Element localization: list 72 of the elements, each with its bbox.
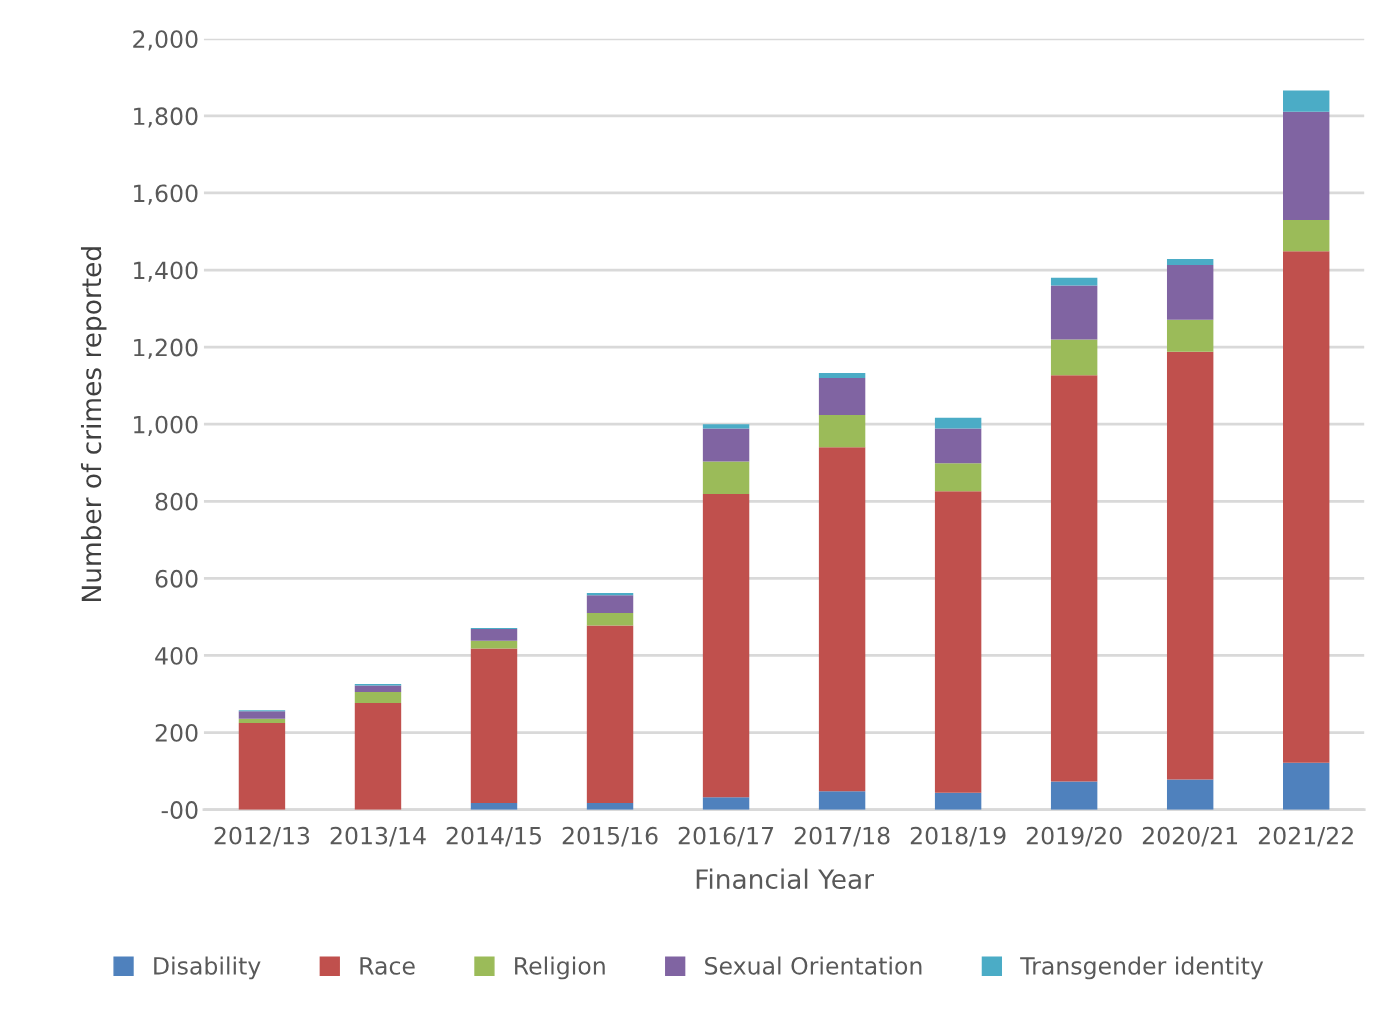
bar bbox=[1050, 277, 1098, 286]
bar bbox=[1166, 351, 1214, 780]
x-tick-label: 2020/21 bbox=[1142, 826, 1238, 847]
bar bbox=[1050, 285, 1098, 340]
bar bbox=[354, 685, 402, 693]
bar bbox=[470, 640, 518, 649]
bar bbox=[934, 428, 982, 464]
bar bbox=[818, 447, 866, 792]
bar bbox=[1050, 781, 1098, 810]
bar bbox=[354, 702, 402, 810]
bar bbox=[1283, 251, 1330, 763]
x-tick-label: 2021/22 bbox=[1258, 826, 1353, 847]
bar bbox=[470, 648, 518, 804]
legend-label: Sexual Orientation bbox=[705, 956, 922, 975]
y-tick-label: 800 bbox=[155, 492, 198, 511]
bar bbox=[934, 417, 982, 429]
bar bbox=[818, 791, 866, 810]
legend-label: Religion bbox=[515, 956, 605, 980]
bar bbox=[238, 718, 286, 723]
bar bbox=[702, 428, 750, 462]
bar bbox=[818, 377, 866, 415]
legend-label: Race bbox=[360, 957, 415, 975]
x-tick-label: 2016/17 bbox=[678, 826, 774, 847]
bar bbox=[1283, 90, 1330, 112]
legend-label: Transgender identity bbox=[1020, 956, 1264, 980]
x-tick-label: 2015/16 bbox=[562, 826, 658, 847]
bar bbox=[1283, 762, 1330, 810]
bar bbox=[702, 424, 750, 429]
bar bbox=[702, 461, 750, 494]
bar bbox=[1166, 319, 1214, 352]
x-tick-label: 2017/18 bbox=[794, 826, 890, 847]
bar bbox=[586, 625, 634, 804]
x-tick-label: 2012/13 bbox=[214, 826, 310, 847]
bar bbox=[586, 803, 634, 810]
x-tick-label: 2014/15 bbox=[446, 826, 541, 847]
y-axis-title: Number of crimes reported bbox=[80, 247, 107, 601]
y-tick-label: 400 bbox=[155, 646, 198, 665]
bar bbox=[354, 692, 402, 703]
y-tick-label: 1,600 bbox=[134, 184, 198, 205]
x-tick-label: 2013/14 bbox=[330, 826, 426, 847]
bar bbox=[934, 491, 982, 793]
bar bbox=[702, 493, 750, 798]
y-tick-label: 1,800 bbox=[134, 107, 198, 128]
y-tick-label: 1,000 bbox=[134, 415, 198, 436]
bar bbox=[818, 372, 866, 378]
bar bbox=[702, 797, 750, 810]
y-tick-label: 1,200 bbox=[134, 338, 198, 359]
bar bbox=[1283, 219, 1330, 252]
x-tick-label: 2018/19 bbox=[910, 826, 1006, 847]
bar bbox=[1050, 339, 1098, 376]
y-tick-label: 2,000 bbox=[133, 30, 198, 51]
y-tick-label: -00 bbox=[161, 801, 198, 819]
x-tick-label: 2019/20 bbox=[1026, 826, 1122, 847]
bar bbox=[818, 414, 866, 448]
y-tick-label: 200 bbox=[155, 724, 198, 742]
bar bbox=[1050, 375, 1098, 782]
bar bbox=[238, 711, 286, 719]
bar bbox=[1166, 258, 1214, 266]
y-tick-label: 1,400 bbox=[134, 261, 198, 282]
bar bbox=[934, 463, 982, 492]
bar bbox=[470, 628, 518, 641]
x-axis-title: Financial Year bbox=[696, 868, 874, 890]
bar bbox=[238, 722, 286, 810]
y-tick-label: 600 bbox=[155, 569, 198, 588]
bar bbox=[1166, 265, 1214, 320]
bar bbox=[1166, 779, 1214, 810]
bar bbox=[934, 792, 982, 810]
bar bbox=[470, 803, 518, 810]
bar bbox=[1283, 111, 1330, 220]
legend-label: Disability bbox=[154, 956, 261, 980]
bar bbox=[586, 613, 634, 626]
bar bbox=[586, 595, 634, 614]
